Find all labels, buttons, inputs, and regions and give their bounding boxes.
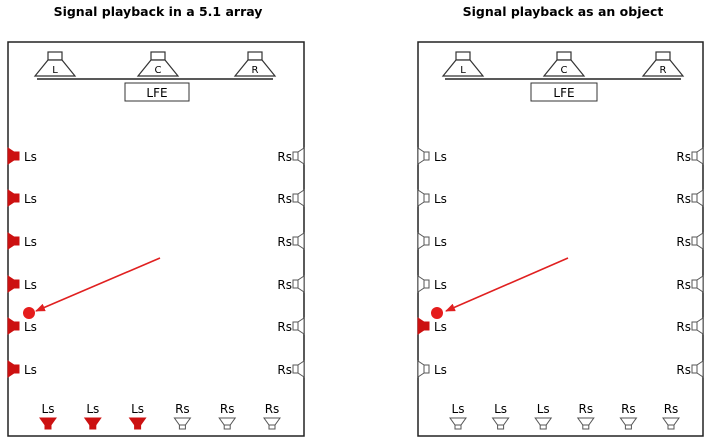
left-surround-speaker-icon — [7, 232, 20, 250]
left-surround-speaker-icon — [417, 275, 430, 293]
panel-array: L C R LFE Ls Rs Ls Rs Ls Rs Ls Rs Ls Rs Ls Rs Ls Ls Ls Rs Rs… — [7, 41, 305, 437]
right-speaker-label: Rs — [676, 320, 691, 334]
panel-object: L C R LFE Ls Rs Ls Rs Ls Rs Ls Rs Ls Rs Ls Rs Ls Ls Ls Rs Rs… — [417, 41, 704, 437]
left-speaker-label: Ls — [24, 192, 37, 206]
right-speaker-label: Rs — [676, 235, 691, 249]
front-speaker-l-icon: L — [33, 51, 77, 77]
front-speaker-label: R — [252, 65, 259, 76]
right-surround-speaker-icon — [292, 147, 305, 165]
bottom-speaker-label: Ls — [452, 402, 465, 416]
left-surround-speaker-icon — [7, 147, 20, 165]
bottom-speaker-icon — [263, 417, 281, 430]
right-speaker-label: Rs — [676, 278, 691, 292]
left-surround-speaker-icon — [417, 232, 430, 250]
bottom-speaker-label: Rs — [265, 402, 280, 416]
bottom-speaker-label: Ls — [537, 402, 550, 416]
left-surround-speaker-icon — [417, 189, 430, 207]
movement-arrow — [445, 257, 569, 312]
bottom-speaker-label: Rs — [175, 402, 190, 416]
left-speaker-label: Ls — [24, 278, 37, 292]
right-surround-speaker-icon — [691, 360, 704, 378]
front-speaker-label: L — [52, 65, 58, 76]
right-surround-speaker-icon — [292, 189, 305, 207]
bottom-speaker-icon — [576, 417, 595, 430]
bottom-speaker-label: Rs — [579, 402, 594, 416]
lfe-label: LFE — [146, 86, 167, 100]
bottom-speaker-label: Rs — [220, 402, 235, 416]
left-surround-speaker-icon — [417, 317, 430, 335]
right-surround-speaker-icon — [292, 232, 305, 250]
lfe-box — [124, 82, 190, 102]
left-speaker-label: Ls — [24, 150, 37, 164]
right-speaker-label: Rs — [277, 320, 292, 334]
front-speaker-r-icon: R — [641, 51, 685, 77]
right-surround-speaker-icon — [691, 189, 704, 207]
front-speaker-c-icon: C — [136, 51, 180, 77]
right-surround-speaker-icon — [292, 360, 305, 378]
bottom-speaker-icon — [534, 417, 553, 430]
right-surround-speaker-icon — [691, 232, 704, 250]
right-speaker-label: Rs — [277, 150, 292, 164]
left-speaker-label: Ls — [434, 363, 447, 377]
bottom-speaker-icon — [491, 417, 510, 430]
bottom-speaker-icon — [39, 417, 57, 430]
left-speaker-label: Ls — [434, 235, 447, 249]
bottom-speaker-icon — [218, 417, 237, 430]
right-speaker-label: Rs — [676, 192, 691, 206]
front-speaker-label: C — [561, 65, 568, 76]
bottom-speaker-icon — [619, 417, 638, 430]
left-surround-speaker-icon — [7, 317, 20, 335]
panel-title-object: Signal playback as an object — [462, 4, 664, 19]
left-surround-speaker-icon — [7, 275, 20, 293]
bottom-speaker-icon — [662, 417, 680, 430]
bottom-speaker-label: Rs — [664, 402, 679, 416]
right-speaker-label: Rs — [277, 235, 292, 249]
right-surround-speaker-icon — [691, 147, 704, 165]
right-surround-speaker-icon — [292, 317, 305, 335]
bottom-speaker-icon — [173, 417, 192, 430]
left-surround-speaker-icon — [7, 360, 20, 378]
front-speaker-l-icon: L — [441, 51, 485, 77]
right-speaker-label: Rs — [277, 192, 292, 206]
bottom-speaker-label: Ls — [494, 402, 507, 416]
left-surround-speaker-icon — [7, 189, 20, 207]
movement-arrow — [35, 257, 161, 312]
left-speaker-label: Ls — [434, 278, 447, 292]
right-speaker-label: Rs — [277, 363, 292, 377]
left-speaker-label: Ls — [24, 320, 37, 334]
front-speaker-label: C — [155, 65, 162, 76]
front-speaker-label: L — [460, 65, 466, 76]
bottom-speaker-label: Ls — [42, 402, 55, 416]
right-speaker-label: Rs — [277, 278, 292, 292]
sound-source-dot — [431, 307, 443, 319]
front-speaker-r-icon: R — [233, 51, 277, 77]
right-surround-speaker-icon — [292, 275, 305, 293]
left-speaker-label: Ls — [24, 235, 37, 249]
left-speaker-label: Ls — [434, 192, 447, 206]
bottom-speaker-icon — [83, 417, 102, 430]
front-speaker-label: R — [660, 65, 667, 76]
bottom-speaker-label: Ls — [131, 402, 144, 416]
sound-source-dot — [23, 307, 35, 319]
right-surround-speaker-icon — [691, 317, 704, 335]
left-speaker-label: Ls — [434, 320, 447, 334]
bottom-speaker-icon — [128, 417, 147, 430]
front-speaker-c-icon: C — [542, 51, 586, 77]
left-surround-speaker-icon — [417, 360, 430, 378]
bottom-speaker-icon — [449, 417, 467, 430]
bottom-speaker-label: Ls — [86, 402, 99, 416]
lfe-box — [530, 82, 598, 102]
left-speaker-label: Ls — [24, 363, 37, 377]
bottom-speaker-label: Rs — [621, 402, 636, 416]
right-surround-speaker-icon — [691, 275, 704, 293]
panel-title-array: Signal playback in a 5.1 array — [53, 4, 263, 19]
left-speaker-label: Ls — [434, 150, 447, 164]
right-speaker-label: Rs — [676, 363, 691, 377]
lfe-label: LFE — [553, 86, 574, 100]
left-surround-speaker-icon — [417, 147, 430, 165]
right-speaker-label: Rs — [676, 150, 691, 164]
